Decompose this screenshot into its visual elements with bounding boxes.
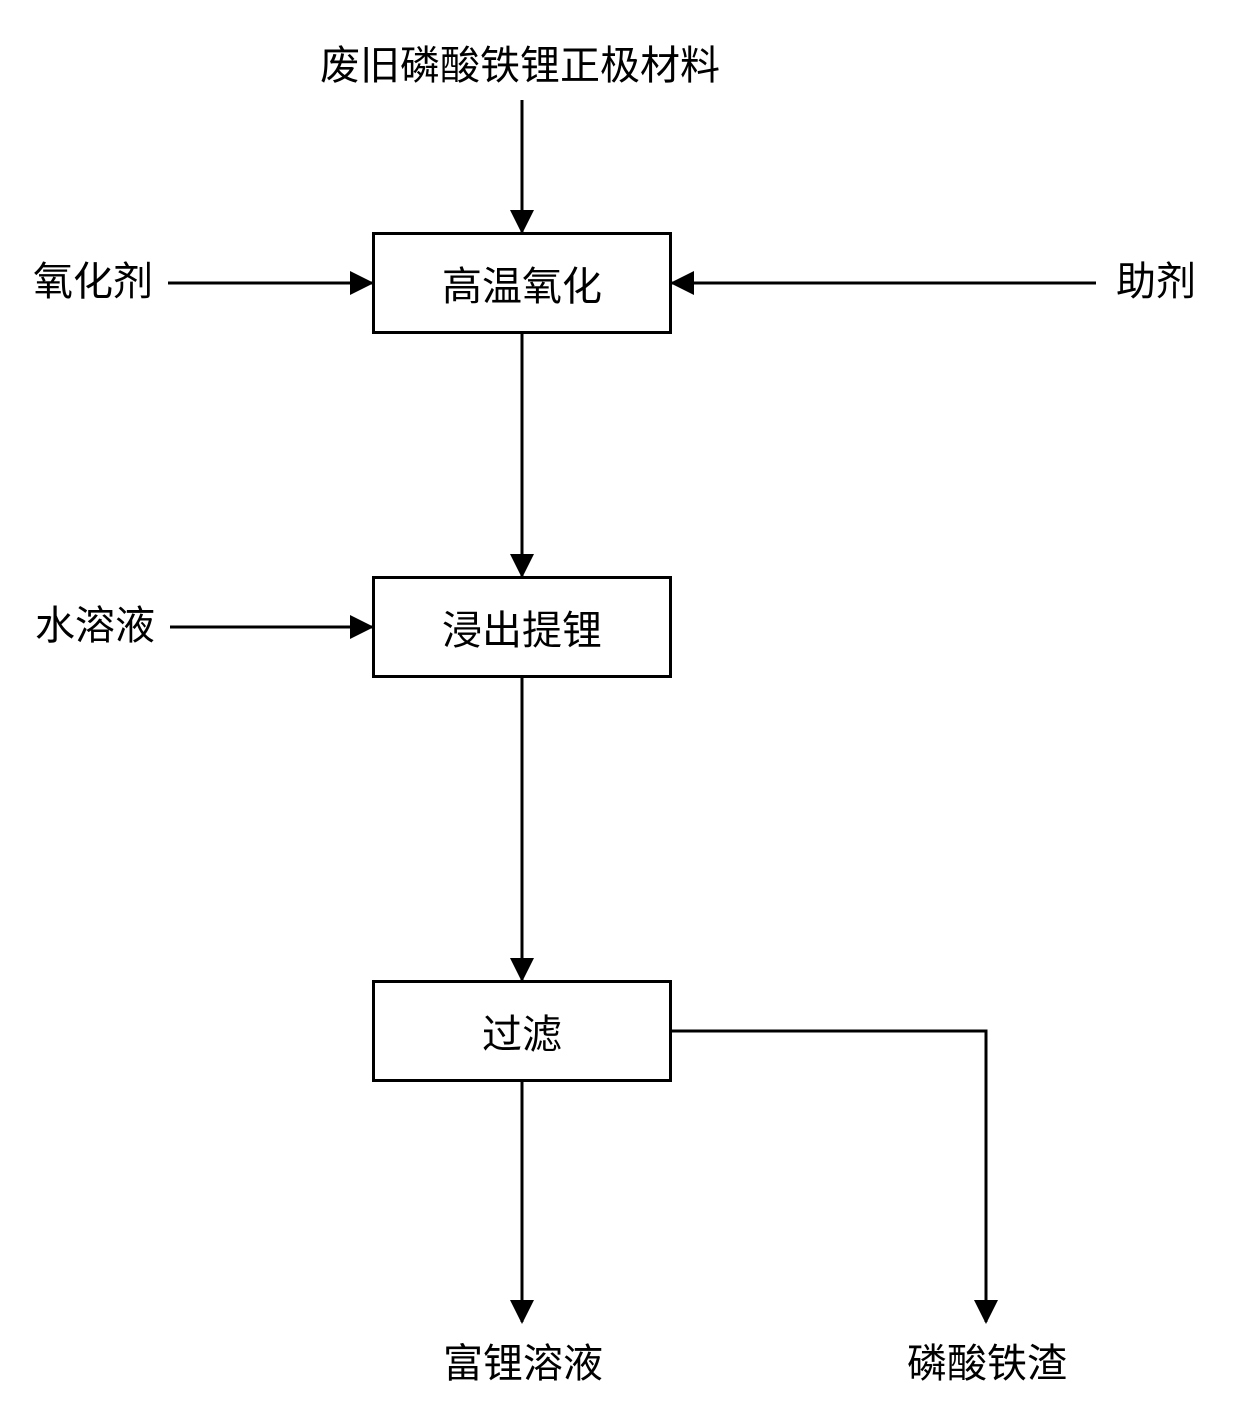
node-out-left: 富锂溶液 xyxy=(438,1340,608,1388)
node-oxidizer: 氧化剂 xyxy=(28,258,158,306)
node-step1: 高温氧化 xyxy=(372,232,672,334)
node-aqueous: 水溶液 xyxy=(30,602,160,650)
node-additive: 助剂 xyxy=(1110,258,1202,306)
edge-step3-to-out_right xyxy=(672,1031,986,1322)
node-step3-label: 过滤 xyxy=(482,1002,562,1060)
node-input-top: 废旧磷酸铁锂正极材料 xyxy=(310,42,730,90)
node-out-right: 磷酸铁渣 xyxy=(902,1340,1072,1388)
node-step1-label: 高温氧化 xyxy=(442,254,602,312)
flowchart-edges xyxy=(0,0,1240,1411)
node-step2-label: 浸出提锂 xyxy=(442,598,602,656)
flowchart-canvas: 废旧磷酸铁锂正极材料 氧化剂 助剂 水溶液 富锂溶液 磷酸铁渣 高温氧化 浸出提… xyxy=(0,0,1240,1411)
node-step3: 过滤 xyxy=(372,980,672,1082)
node-step2: 浸出提锂 xyxy=(372,576,672,678)
